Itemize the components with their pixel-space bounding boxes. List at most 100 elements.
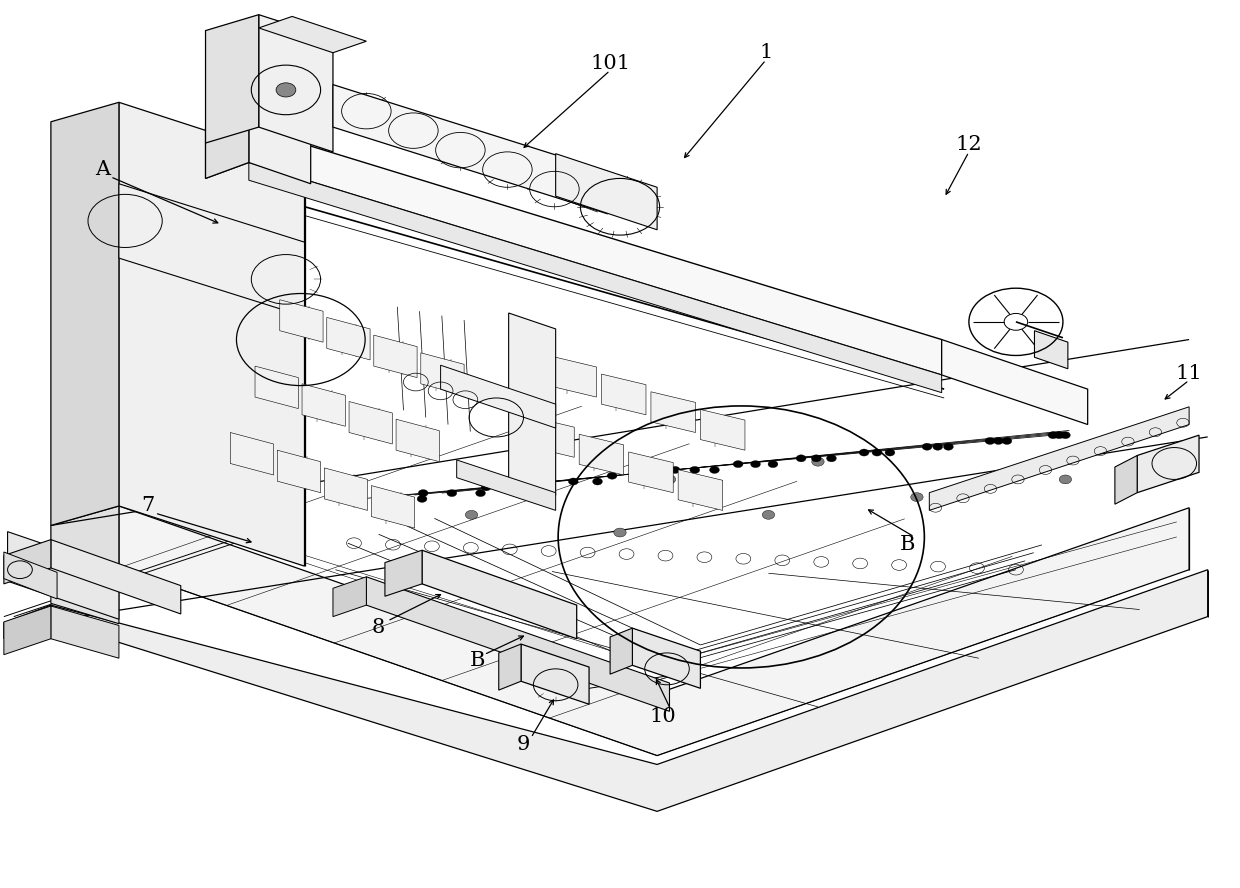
Polygon shape [498, 644, 521, 690]
Text: 7: 7 [141, 496, 154, 515]
Polygon shape [529, 416, 574, 457]
Polygon shape [651, 392, 696, 432]
Polygon shape [303, 384, 345, 426]
Text: 12: 12 [956, 135, 982, 155]
Polygon shape [51, 506, 119, 587]
Circle shape [763, 511, 775, 519]
Circle shape [859, 449, 869, 456]
Polygon shape [4, 540, 51, 584]
Circle shape [827, 455, 837, 462]
Polygon shape [51, 102, 119, 526]
Polygon shape [941, 339, 1087, 424]
Polygon shape [206, 112, 249, 178]
Polygon shape [521, 644, 589, 704]
Circle shape [885, 449, 895, 456]
Polygon shape [366, 577, 670, 711]
Text: 8: 8 [372, 618, 386, 637]
Circle shape [993, 438, 1003, 445]
Polygon shape [4, 606, 51, 654]
Polygon shape [7, 532, 119, 619]
Circle shape [386, 496, 396, 503]
Polygon shape [632, 628, 701, 688]
Polygon shape [280, 300, 324, 342]
Polygon shape [206, 127, 249, 178]
Circle shape [515, 457, 527, 466]
Polygon shape [327, 317, 370, 360]
Polygon shape [456, 460, 556, 511]
Circle shape [709, 466, 719, 473]
Circle shape [733, 461, 743, 468]
Polygon shape [255, 366, 299, 408]
Polygon shape [1115, 456, 1137, 504]
Text: 9: 9 [517, 735, 531, 755]
Polygon shape [929, 407, 1189, 511]
Polygon shape [1137, 435, 1199, 493]
Circle shape [768, 461, 777, 468]
Text: 10: 10 [650, 707, 677, 726]
Circle shape [932, 443, 942, 450]
Text: 11: 11 [1176, 364, 1203, 383]
Circle shape [1002, 438, 1012, 445]
Polygon shape [1034, 330, 1068, 369]
Polygon shape [334, 84, 608, 214]
Text: A: A [95, 160, 110, 179]
Polygon shape [422, 551, 577, 638]
Circle shape [418, 489, 428, 496]
Polygon shape [396, 419, 439, 462]
Polygon shape [334, 577, 366, 616]
Polygon shape [384, 551, 422, 596]
Circle shape [544, 478, 554, 485]
Circle shape [689, 466, 699, 473]
Polygon shape [701, 409, 745, 450]
Polygon shape [51, 570, 1208, 812]
Polygon shape [371, 486, 414, 528]
Polygon shape [206, 15, 259, 143]
Polygon shape [552, 356, 596, 397]
Polygon shape [51, 548, 119, 623]
Circle shape [812, 457, 825, 466]
Text: 101: 101 [590, 54, 630, 73]
Circle shape [985, 438, 994, 445]
Polygon shape [579, 434, 624, 475]
Text: B: B [899, 535, 915, 553]
Circle shape [872, 449, 882, 456]
Circle shape [476, 489, 486, 496]
Circle shape [465, 511, 477, 519]
Polygon shape [249, 163, 941, 392]
Polygon shape [348, 401, 392, 444]
Polygon shape [119, 184, 305, 316]
Circle shape [663, 475, 676, 484]
Polygon shape [4, 605, 51, 638]
Polygon shape [629, 452, 673, 493]
Circle shape [534, 484, 544, 491]
Text: 1: 1 [759, 44, 773, 62]
Circle shape [796, 455, 806, 462]
Circle shape [1060, 432, 1070, 439]
Circle shape [568, 478, 578, 485]
Polygon shape [51, 540, 181, 614]
Circle shape [446, 489, 456, 496]
Circle shape [750, 461, 760, 468]
Circle shape [910, 493, 923, 502]
Text: B: B [470, 652, 485, 670]
Circle shape [355, 496, 365, 503]
Polygon shape [508, 313, 556, 496]
Polygon shape [119, 102, 305, 567]
Polygon shape [231, 432, 274, 475]
Circle shape [923, 443, 932, 450]
Polygon shape [4, 552, 57, 599]
Polygon shape [51, 606, 119, 658]
Polygon shape [259, 15, 334, 152]
Polygon shape [373, 335, 417, 377]
Polygon shape [556, 154, 657, 230]
Circle shape [1054, 432, 1064, 439]
Circle shape [417, 496, 427, 503]
Circle shape [811, 455, 821, 462]
Circle shape [670, 466, 680, 473]
Circle shape [481, 484, 491, 491]
Circle shape [651, 472, 661, 480]
Circle shape [608, 472, 618, 480]
Polygon shape [610, 628, 632, 674]
Circle shape [1059, 475, 1071, 484]
Polygon shape [440, 365, 556, 428]
